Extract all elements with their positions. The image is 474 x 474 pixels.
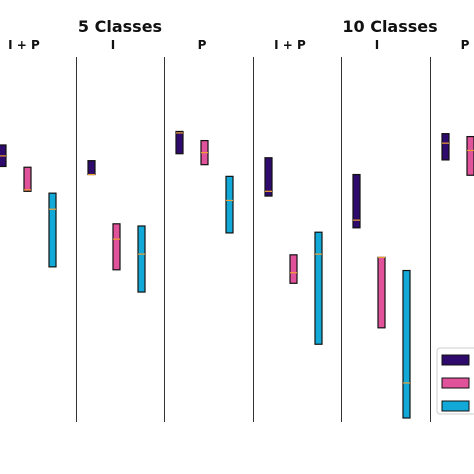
- panel-dividers: [76, 57, 431, 422]
- range-box-panel4-series1: [377, 256, 386, 329]
- range-box-panel0-series1: [23, 166, 32, 192]
- panel-label-5-i: I: [111, 38, 115, 52]
- legend-swatch-1: [441, 377, 470, 389]
- panel-label-5-ip: I + P: [8, 38, 40, 52]
- range-box-panel5-series0: [441, 133, 450, 161]
- legend-swatch-0: [441, 354, 470, 366]
- legend: [436, 347, 474, 415]
- panel-label-10-p: P: [461, 38, 470, 52]
- range-boxes: [0, 130, 474, 419]
- range-box-panel3-series1: [289, 254, 298, 284]
- range-box-panel1-series1: [112, 223, 121, 271]
- range-box-panel3-series2: [314, 231, 323, 345]
- group-title-10-classes: 10 Classes: [342, 17, 437, 36]
- panel-label-10-i: I: [375, 38, 379, 52]
- range-box-panel2-series2: [225, 175, 234, 234]
- range-box-panel0-series2: [48, 192, 57, 268]
- panel-label-10-ip: I + P: [274, 38, 306, 52]
- panel-label-5-p: P: [198, 38, 207, 52]
- range-box-panel1-series2: [137, 225, 146, 293]
- range-box-panel1-series0: [87, 160, 96, 176]
- panel-labels: I + P I P I + P I P: [8, 38, 469, 52]
- range-box-panel4-series2: [402, 269, 411, 419]
- range-box-panel3-series0: [264, 157, 273, 197]
- legend-swatch-2: [441, 400, 470, 412]
- group-title-5-classes: 5 Classes: [78, 17, 162, 36]
- range-box-panel5-series1: [466, 135, 474, 176]
- range-box-panel2-series0: [175, 130, 184, 155]
- chart-titles: 5 Classes 10 Classes: [78, 17, 438, 36]
- range-box-panel4-series0: [352, 173, 361, 229]
